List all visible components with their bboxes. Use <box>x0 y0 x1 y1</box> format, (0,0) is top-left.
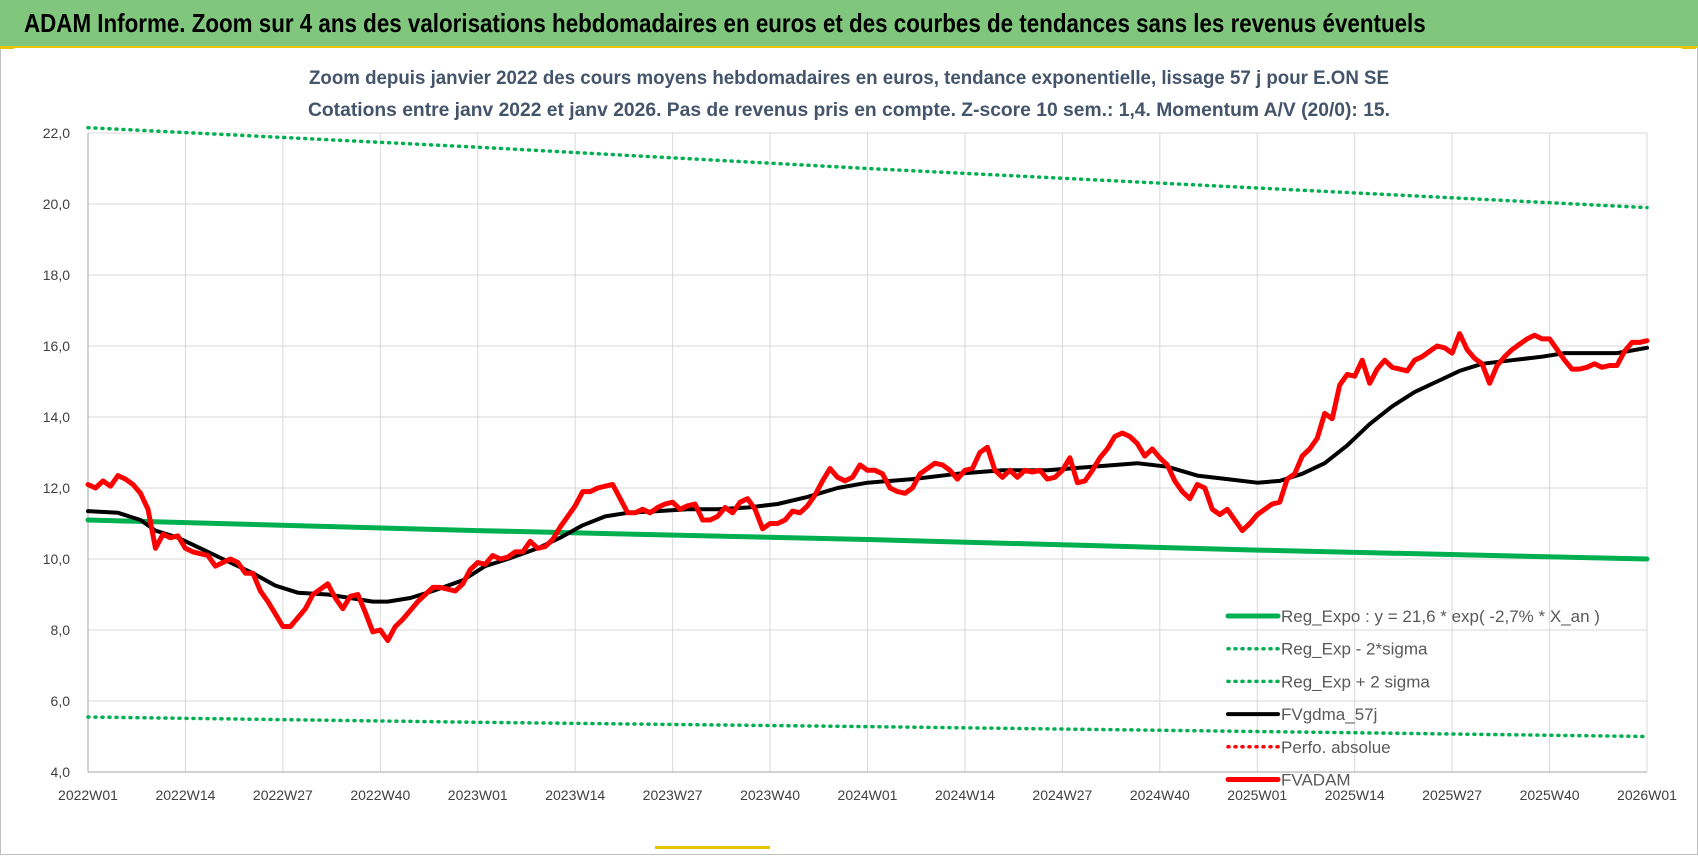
grid <box>88 132 1648 772</box>
bottom-mark <box>655 846 770 849</box>
series-line-reg-exp-2-sigma <box>86 715 1649 739</box>
x-tick-label: 2023W01 <box>448 787 508 803</box>
x-tick-label: 2026W01 <box>1617 787 1677 803</box>
series-line-fvadam <box>85 331 1650 644</box>
line-chart: Zoom depuis janvier 2022 des cours moyen… <box>43 68 1677 803</box>
x-tick-label: 2024W01 <box>838 787 898 803</box>
y-tick-label: 14,0 <box>43 409 70 425</box>
x-tick-label: 2025W14 <box>1325 787 1385 803</box>
legend-label: FVgdma_57j <box>1281 705 1377 724</box>
legend-label: Reg_Expo : y = 21,6 * exp( -2,7% * X_an … <box>1281 607 1600 626</box>
y-tick-label: 12,0 <box>43 480 70 496</box>
axes: 4,0 6,0 8,0 10,0 12,0 14,0 16,0 18,0 20,0 22,0 202… <box>43 125 1677 803</box>
legend: Reg_Expo : y = 21,6 * exp( -2,7% * X_an … <box>1225 607 1600 790</box>
x-tick-label: 2025W01 <box>1227 787 1287 803</box>
x-tick-label: 2024W14 <box>935 787 995 803</box>
y-tick-label: 22,0 <box>43 125 70 141</box>
title-banner: ADAM Informe. Zoom sur 4 ans des valoris… <box>0 0 1698 48</box>
x-tick-label: 2023W40 <box>740 787 800 803</box>
series-line-reg-exp-2-sigma <box>86 125 1649 210</box>
x-tick-label: 2024W27 <box>1032 787 1092 803</box>
x-tick-label: 2025W27 <box>1422 787 1482 803</box>
x-tick-label: 2025W40 <box>1520 787 1580 803</box>
x-tick-label: 2022W14 <box>155 787 215 803</box>
x-tick-label: 2022W40 <box>350 787 410 803</box>
legend-label: Reg_Exp - 2*sigma <box>1281 640 1428 659</box>
chart-title-line-1: Zoom depuis janvier 2022 des cours moyen… <box>309 68 1389 89</box>
corner-mark-left <box>0 46 14 49</box>
x-tick-label: 2022W01 <box>58 787 118 803</box>
x-tick-label: 2022W27 <box>253 787 313 803</box>
series-group <box>85 125 1650 739</box>
legend-label: FVADAM <box>1281 771 1351 790</box>
y-tick-label: 10,0 <box>43 551 70 567</box>
y-tick-label: 6,0 <box>51 693 71 709</box>
banner-title: ADAM Informe. Zoom sur 4 ans des valoris… <box>24 8 1426 38</box>
chart-title-line-2: Cotations entre janv 2022 et janv 2026. … <box>308 100 1390 121</box>
y-tick-label: 20,0 <box>43 196 70 212</box>
y-tick-label: 4,0 <box>51 764 71 780</box>
x-tick-label: 2023W14 <box>545 787 605 803</box>
y-tick-label: 18,0 <box>43 267 70 283</box>
x-tick-label: 2024W40 <box>1130 787 1190 803</box>
corner-mark-right <box>1682 46 1696 49</box>
legend-label: Reg_Exp + 2 sigma <box>1281 672 1430 691</box>
series-line-reg-expo-y-21-6-exp-2-7-x-an <box>85 517 1650 562</box>
legend-label: Perfo. absolue <box>1281 738 1391 757</box>
y-tick-label: 8,0 <box>51 622 71 638</box>
y-tick-label: 16,0 <box>43 338 70 354</box>
x-tick-label: 2023W27 <box>643 787 703 803</box>
